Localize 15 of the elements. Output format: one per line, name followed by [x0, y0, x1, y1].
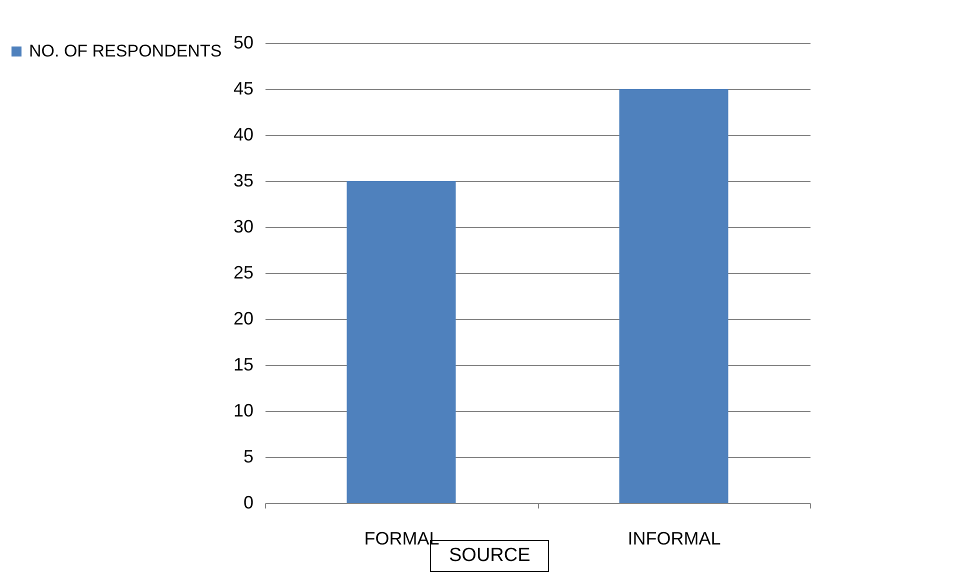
y-tick-label: 20: [233, 308, 254, 328]
y-tick-label: 40: [233, 124, 254, 144]
y-tick-label: 10: [233, 400, 254, 420]
y-tick-label: 50: [233, 32, 254, 52]
legend-label: NO. OF RESPONDENTS: [29, 42, 222, 60]
y-tick-label: 35: [233, 170, 254, 190]
y-tick-label: 25: [233, 262, 254, 282]
text: SOURCE: [449, 545, 530, 566]
y-tick-label: 30: [233, 216, 254, 236]
x-tick-label: FORMAL: [364, 528, 440, 548]
y-tick-label: 0: [243, 492, 254, 512]
y-tick-label: 5: [243, 446, 254, 466]
y-tick-label: 15: [233, 354, 254, 374]
x-tick-label: INFORMAL: [628, 528, 721, 548]
y-tick-label: 45: [233, 78, 254, 98]
